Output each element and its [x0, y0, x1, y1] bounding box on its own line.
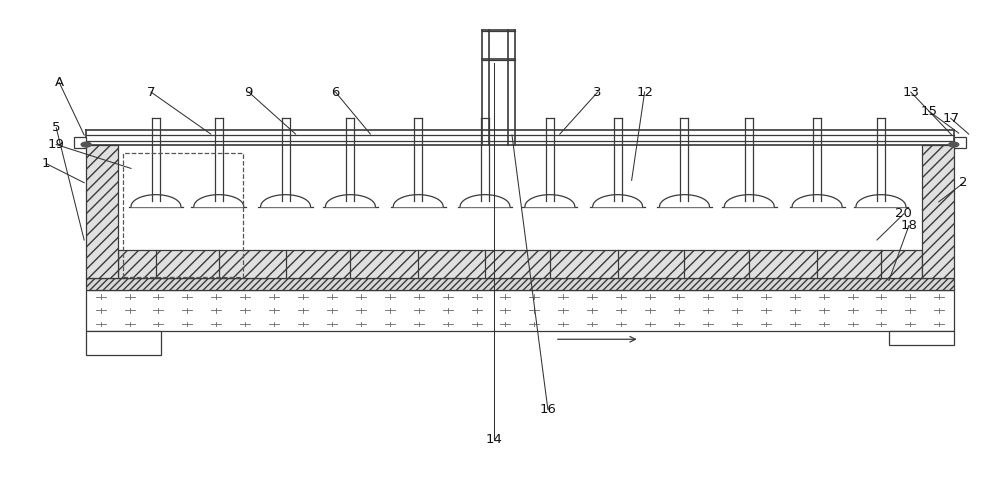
- Polygon shape: [194, 195, 244, 206]
- Text: 13: 13: [902, 85, 919, 98]
- Polygon shape: [724, 195, 774, 206]
- Text: 7: 7: [147, 85, 155, 98]
- Bar: [954, 137, 966, 148]
- Bar: [86, 278, 954, 290]
- Polygon shape: [856, 195, 906, 206]
- Polygon shape: [325, 195, 375, 206]
- Bar: [118, 250, 922, 278]
- Text: 12: 12: [636, 85, 653, 98]
- Text: 16: 16: [539, 403, 556, 416]
- Bar: [86, 331, 161, 355]
- Bar: [889, 331, 954, 345]
- Bar: [86, 290, 954, 331]
- Bar: [74, 137, 86, 148]
- Text: 18: 18: [900, 219, 917, 232]
- Polygon shape: [393, 195, 443, 206]
- Polygon shape: [792, 195, 842, 206]
- Polygon shape: [593, 195, 643, 206]
- Bar: [922, 144, 954, 278]
- Text: 9: 9: [245, 85, 253, 98]
- Text: 19: 19: [48, 138, 65, 151]
- Text: 5: 5: [52, 121, 60, 134]
- Circle shape: [81, 142, 91, 147]
- Circle shape: [949, 142, 959, 147]
- Text: A: A: [55, 76, 64, 89]
- Bar: [86, 144, 118, 278]
- Text: 17: 17: [942, 112, 959, 125]
- Bar: [123, 153, 243, 277]
- Text: 2: 2: [959, 176, 968, 189]
- Text: 6: 6: [331, 85, 340, 98]
- Polygon shape: [525, 195, 575, 206]
- Polygon shape: [261, 195, 311, 206]
- Polygon shape: [660, 195, 709, 206]
- Text: 1: 1: [42, 157, 51, 170]
- Text: 3: 3: [593, 85, 602, 98]
- Text: 20: 20: [895, 207, 912, 220]
- Text: 14: 14: [486, 433, 502, 446]
- Text: 15: 15: [920, 105, 937, 118]
- Polygon shape: [460, 195, 510, 206]
- Polygon shape: [131, 195, 181, 206]
